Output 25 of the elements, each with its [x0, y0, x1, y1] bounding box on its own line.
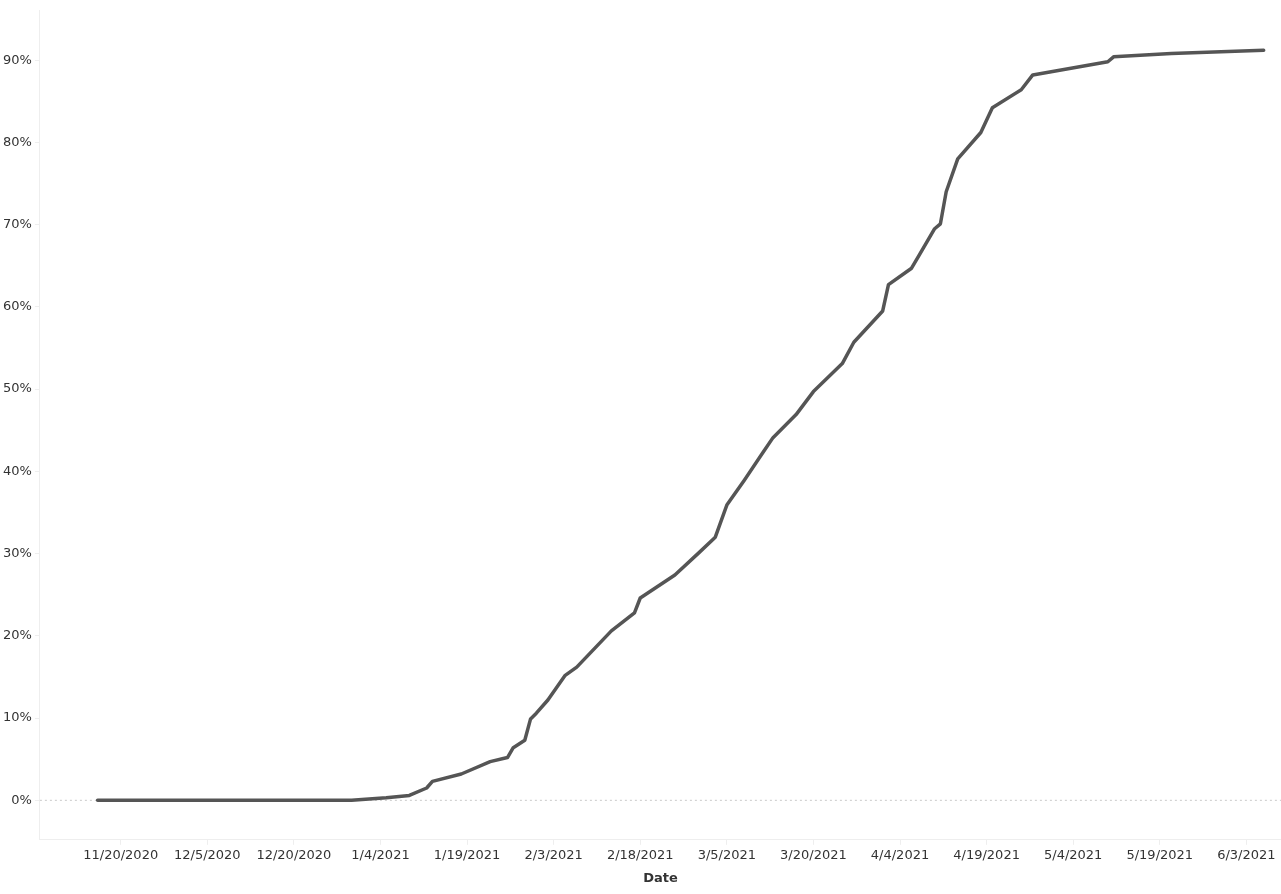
y-tick-label: 0%	[11, 791, 32, 807]
y-tick-label: 90%	[2, 51, 32, 67]
y-tick-label: 20%	[2, 627, 32, 643]
y-tick-label: 60%	[2, 298, 32, 314]
y-tick-label: 70%	[2, 216, 32, 231]
x-tick-label: 3/20/2021	[780, 846, 847, 862]
x-tick-label: 5/4/2021	[1043, 846, 1103, 862]
y-tick-label: 40%	[2, 462, 32, 478]
x-tick-label: 12/5/2020	[173, 846, 241, 862]
x-tick-label: 5/19/2021	[1126, 846, 1194, 862]
y-tick-label: 50%	[2, 380, 32, 396]
x-tick-label: 1/19/2021	[433, 846, 501, 862]
x-tick-label: 6/3/2021	[1217, 846, 1276, 862]
x-tick-label: 12/20/2020	[256, 846, 332, 862]
y-tick-label: 10%	[2, 709, 32, 725]
x-tick-label: 2/18/2021	[606, 846, 674, 862]
x-tick-label: 3/5/2021	[697, 846, 757, 862]
y-tick-label: 80%	[2, 133, 32, 149]
x-tick-label: 11/20/2020	[83, 846, 159, 862]
x-tick-label: 4/4/2021	[870, 846, 930, 862]
x-tick-label: 2/3/2021	[524, 846, 583, 862]
x-axis-title: Date	[643, 869, 678, 885]
y-tick-label: 30%	[2, 544, 32, 560]
x-tick-label: 4/19/2021	[953, 846, 1020, 862]
x-tick-label: 1/4/2021	[351, 846, 410, 862]
